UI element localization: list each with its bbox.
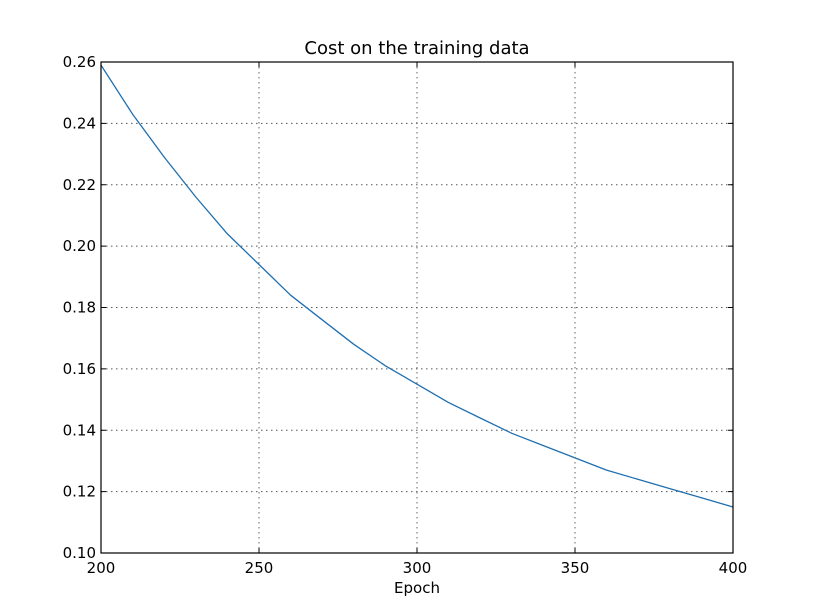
x-tick-label: 350 <box>561 559 590 577</box>
y-tick-label: 0.14 <box>63 421 96 439</box>
y-tick-label: 0.24 <box>63 114 96 132</box>
y-tick-label: 0.10 <box>63 544 96 562</box>
series-line <box>100 64 734 508</box>
tick-layer <box>100 61 734 554</box>
chart-title: Cost on the training data <box>304 38 529 59</box>
series-layer <box>100 64 734 508</box>
y-tick-labels: 0.10 0.12 0.14 0.16 0.18 0.20 0.22 0.24 0.26 <box>63 53 96 562</box>
x-axis-label: Epoch <box>394 579 440 597</box>
x-tick-label: 200 <box>87 559 116 577</box>
y-tick-label: 0.26 <box>63 53 96 71</box>
y-tick-label: 0.22 <box>63 176 96 194</box>
x-tick-label: 400 <box>719 559 748 577</box>
y-tick-label: 0.20 <box>63 237 96 255</box>
x-tick-label: 250 <box>245 559 274 577</box>
x-tick-labels: 200 250 300 350 400 <box>87 559 748 577</box>
x-tick-label: 300 <box>403 559 432 577</box>
grid-layer <box>101 62 733 553</box>
y-tick-label: 0.12 <box>63 483 96 501</box>
y-tick-label: 0.18 <box>63 299 96 317</box>
y-tick-label: 0.16 <box>63 360 96 378</box>
